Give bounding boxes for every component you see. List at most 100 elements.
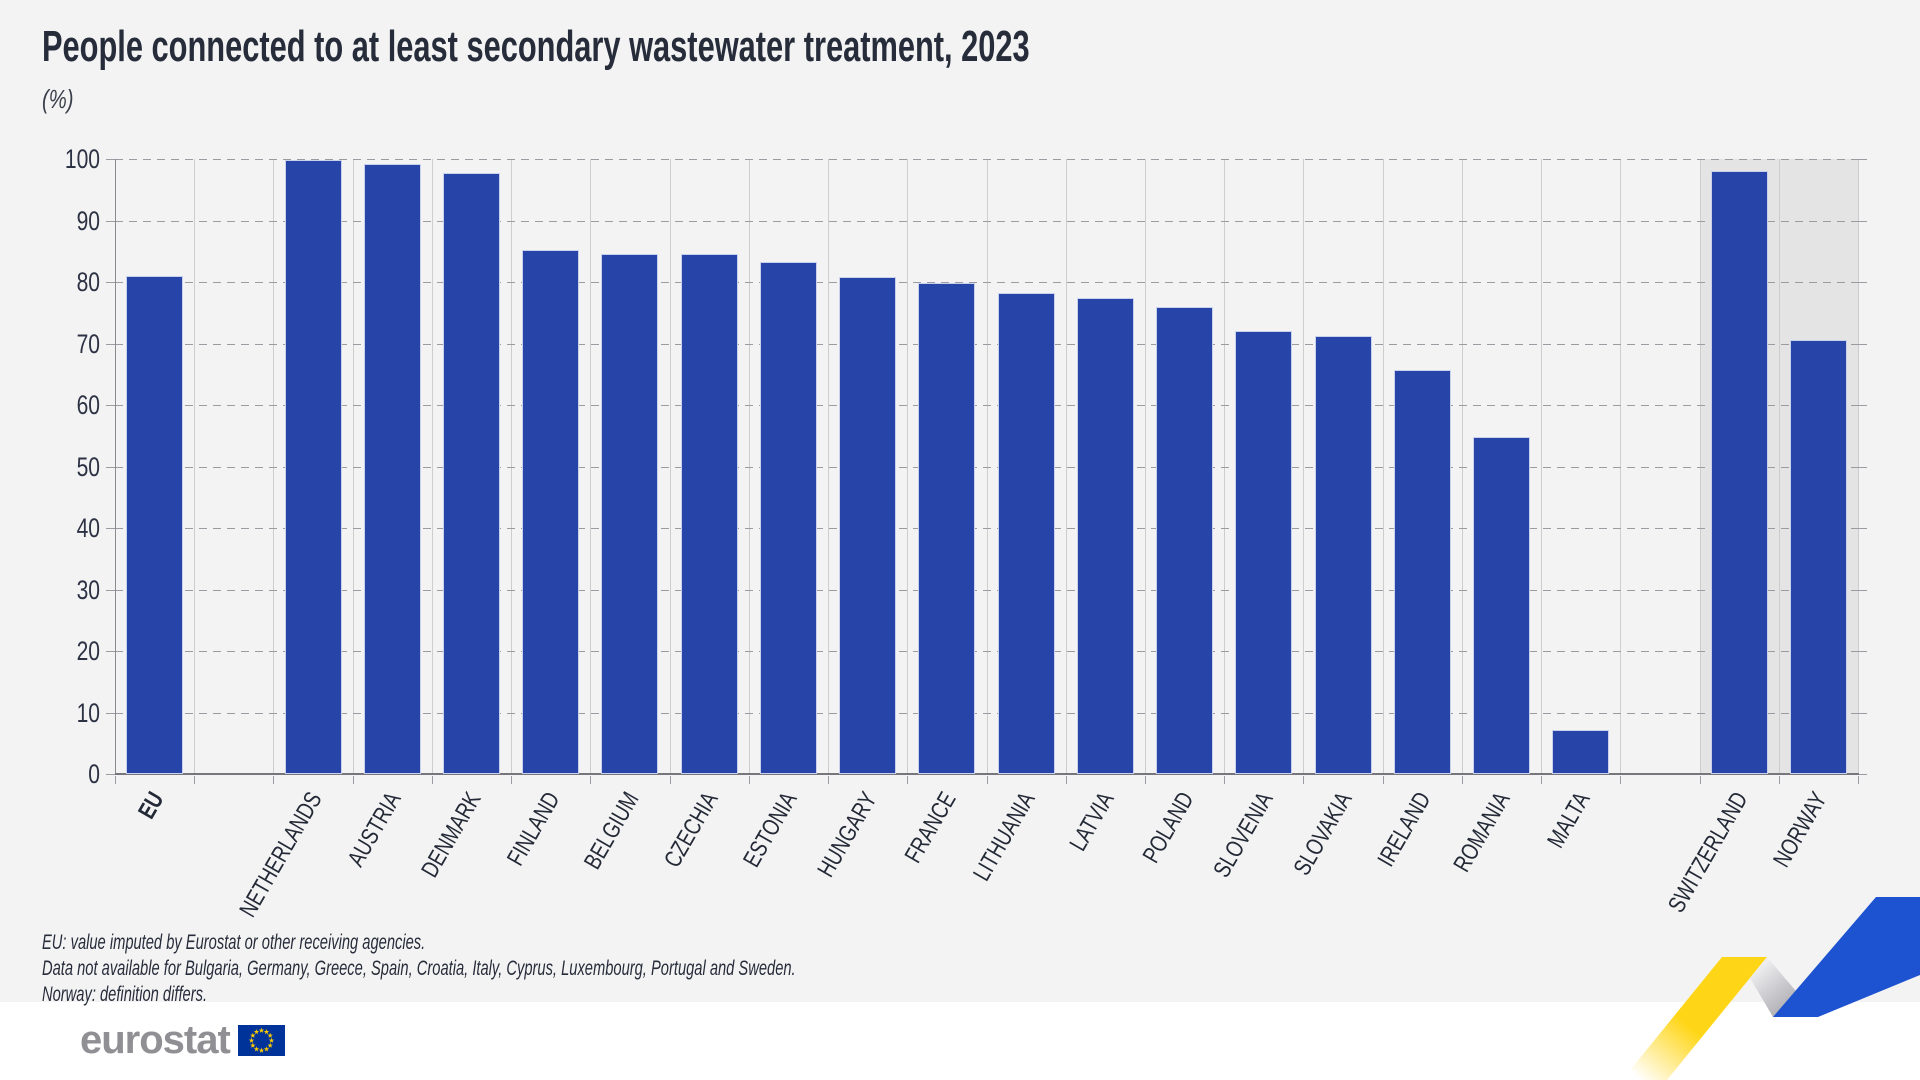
bar-eu bbox=[126, 275, 184, 774]
bar-slovenia bbox=[1235, 331, 1293, 774]
eu-flag-star bbox=[249, 1032, 256, 1038]
x-axis-tick bbox=[115, 776, 116, 784]
eu-flag-star bbox=[263, 1045, 270, 1052]
y-axis-tick-label: 90 bbox=[76, 205, 100, 236]
x-axis-tick bbox=[1144, 776, 1146, 784]
gridline bbox=[115, 651, 1858, 652]
x-axis-tick bbox=[1224, 776, 1226, 784]
x-axis-tick bbox=[669, 776, 671, 784]
eu-flag-icon bbox=[237, 1024, 285, 1056]
footnote-line-2: Data not available for Bulgaria, Germany… bbox=[42, 957, 796, 980]
eu-flag-star bbox=[263, 1028, 270, 1034]
x-axis-tick bbox=[907, 776, 909, 784]
x-axis-tick bbox=[273, 776, 275, 784]
eu-flag-star bbox=[268, 1037, 275, 1043]
gridline bbox=[115, 589, 1858, 591]
bar-ireland bbox=[1393, 369, 1451, 774]
x-axis-tick bbox=[1699, 776, 1701, 784]
bar-norway bbox=[1789, 340, 1847, 774]
y-axis-tick bbox=[106, 343, 115, 345]
x-axis-tick bbox=[1303, 776, 1305, 784]
bar-lithuania bbox=[997, 293, 1055, 774]
y-axis-tick bbox=[106, 466, 115, 468]
y-axis-tick bbox=[1858, 343, 1867, 345]
eu-flag-star bbox=[253, 1028, 260, 1034]
eu-flag-star bbox=[267, 1042, 273, 1048]
y-axis-tick bbox=[1858, 466, 1867, 468]
y-axis-tick bbox=[1858, 651, 1867, 652]
y-axis-tick-label: 80 bbox=[76, 267, 100, 297]
eu-flag-star bbox=[258, 1047, 265, 1053]
bar-austria bbox=[363, 163, 421, 774]
y-axis-tick-label: 50 bbox=[76, 451, 100, 482]
ribbon-blue-band bbox=[1773, 897, 1920, 1017]
y-axis-tick-label: 30 bbox=[76, 574, 100, 605]
y-axis-line bbox=[115, 159, 116, 774]
y-axis-tick-label: 10 bbox=[76, 697, 100, 728]
y-axis-tick-label: 70 bbox=[76, 328, 100, 359]
x-axis-tick bbox=[431, 776, 433, 784]
y-axis-tick-label: 40 bbox=[76, 513, 100, 543]
y-axis-tick bbox=[106, 712, 115, 714]
eu-flag-star bbox=[248, 1037, 255, 1043]
y-axis-tick bbox=[106, 651, 115, 652]
y-axis-tick bbox=[106, 282, 115, 283]
bar-estonia bbox=[759, 262, 817, 774]
y-axis-tick bbox=[106, 159, 115, 160]
bar-belgium bbox=[601, 254, 659, 774]
gridline bbox=[115, 712, 1858, 714]
x-axis-tick bbox=[194, 776, 196, 784]
gridline bbox=[115, 466, 1858, 468]
x-axis-tick bbox=[1461, 776, 1463, 784]
bar-slovakia bbox=[1314, 336, 1372, 774]
y-axis-tick bbox=[1858, 220, 1867, 222]
bar-poland bbox=[1156, 306, 1214, 774]
y-axis-unit-label: (%) bbox=[42, 84, 74, 114]
y-axis-tick-label: 0 bbox=[88, 759, 100, 789]
bar-czechia bbox=[680, 254, 738, 774]
bar-hungary bbox=[839, 277, 897, 774]
x-axis-tick bbox=[352, 776, 354, 784]
bar-romania bbox=[1472, 436, 1530, 774]
gridline bbox=[115, 282, 1858, 283]
eu-flag-star bbox=[258, 1027, 265, 1033]
x-axis-tick bbox=[748, 776, 750, 784]
y-axis-tick-label: 20 bbox=[76, 636, 100, 666]
x-axis-tick bbox=[511, 776, 513, 784]
y-axis-tick bbox=[1858, 774, 1867, 775]
x-axis-tick bbox=[1382, 776, 1384, 784]
eurostat-logo-text: eurostat bbox=[80, 1018, 231, 1062]
footnote-line-3: Norway: definition differs. bbox=[42, 983, 208, 1006]
y-axis-tick bbox=[1858, 282, 1867, 283]
y-axis-tick bbox=[1858, 528, 1867, 529]
footnotes: EU: value imputed by Eurostat or other r… bbox=[42, 930, 1119, 1008]
gridline bbox=[115, 528, 1858, 529]
y-axis-tick bbox=[1858, 405, 1867, 406]
footer-strip bbox=[0, 1002, 1920, 1080]
x-axis-tick bbox=[828, 776, 830, 784]
y-axis-tick bbox=[106, 220, 115, 222]
x-axis-tick bbox=[1620, 776, 1622, 784]
chart-title: People connected to at least secondary w… bbox=[42, 22, 1030, 71]
x-axis-tick bbox=[590, 776, 592, 784]
bar-latvia bbox=[1076, 297, 1134, 774]
y-axis-tick bbox=[1858, 589, 1867, 591]
y-axis-tick-label: 60 bbox=[76, 390, 100, 420]
bar-france bbox=[918, 283, 976, 774]
eu-flag-star bbox=[253, 1045, 260, 1052]
y-axis-tick bbox=[106, 589, 115, 591]
y-axis-tick bbox=[1858, 159, 1867, 160]
bar-switzerland bbox=[1710, 171, 1768, 774]
bar-netherlands bbox=[284, 160, 342, 774]
x-axis-tick bbox=[1858, 776, 1859, 784]
y-axis-tick bbox=[106, 528, 115, 529]
x-axis-tick bbox=[1778, 776, 1780, 784]
gridline bbox=[115, 220, 1858, 222]
gridline bbox=[115, 343, 1858, 345]
ribbon-graphic bbox=[1622, 897, 1920, 1080]
bar-denmark bbox=[443, 172, 501, 774]
bar-finland bbox=[522, 250, 580, 774]
footnote-line-1: EU: value imputed by Eurostat or other r… bbox=[42, 931, 426, 954]
y-axis-tick bbox=[106, 405, 115, 406]
x-axis-tick bbox=[1541, 776, 1543, 784]
